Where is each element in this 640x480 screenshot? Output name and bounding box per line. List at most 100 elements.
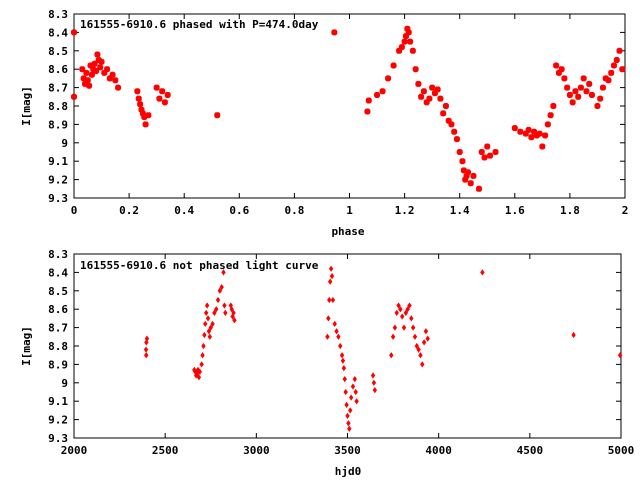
phased-data-point	[331, 29, 338, 36]
raw-data-point	[371, 379, 377, 386]
raw-data-point	[201, 342, 206, 350]
raw-x-axis-label: hjd0	[335, 465, 362, 478]
phased-data-point	[137, 101, 144, 108]
raw-data-point	[345, 412, 350, 420]
phased-data-point	[597, 95, 604, 102]
phased-y-tick-label: 8.5	[48, 45, 68, 58]
raw-x-tick-label: 4500	[517, 444, 544, 457]
raw-data-point	[341, 364, 347, 372]
phased-chart-title: 161555-6910.6 phased with P=474.0day	[80, 18, 319, 31]
phased-data-point	[396, 47, 403, 54]
phased-data-point	[134, 88, 141, 95]
raw-data-point	[407, 302, 412, 309]
phased-data-point	[374, 91, 381, 98]
raw-data-point	[229, 306, 234, 313]
phased-data-point	[481, 154, 488, 161]
phased-data-point	[544, 121, 551, 128]
raw-data-point	[370, 372, 376, 379]
raw-data-point	[330, 296, 336, 304]
phased-data-point	[115, 84, 122, 91]
raw-data-point	[329, 272, 335, 280]
phased-y-tick-label: 8.9	[48, 118, 68, 131]
raw-data-point	[217, 287, 223, 294]
phased-data-point	[385, 75, 392, 82]
phased-data-point	[616, 47, 623, 54]
phased-data-point	[448, 121, 455, 128]
phased-data-point	[533, 132, 540, 139]
raw-ticks: 2000 2500 3000 3500 4000 4500 5000 8.3 8.4 8.5 8.6…	[48, 248, 634, 457]
phased-ticks: 0 0.2 0.4 0.6 0.8 1 1.2 1.4 1.6 1.8 2 8.3 8.4 8.5 8.6 8…	[48, 8, 628, 217]
phased-data-point	[70, 29, 78, 36]
raw-data-point	[202, 331, 207, 339]
raw-data-point	[405, 306, 410, 313]
phased-data-point	[525, 126, 532, 133]
phased-x-tick-label: 0	[71, 204, 78, 217]
raw-x-tick-label: 2000	[61, 444, 88, 457]
phased-data-point	[431, 90, 438, 97]
raw-data-point	[342, 375, 347, 383]
phased-data-point	[588, 91, 595, 98]
raw-data-point	[325, 333, 330, 340]
raw-data-point	[336, 333, 341, 340]
phased-data-point	[451, 128, 458, 135]
phased-data-point	[161, 99, 168, 106]
raw-y-tick-label: 8.9	[48, 358, 68, 371]
raw-data-point	[222, 302, 227, 309]
phased-y-axis-label: I[mag]	[20, 86, 33, 126]
phased-data-point	[599, 84, 606, 91]
phased-data-point	[440, 110, 447, 117]
raw-data-point	[221, 269, 226, 276]
raw-data-point	[205, 315, 211, 322]
phased-data-point	[142, 121, 149, 128]
phased-data-point	[159, 88, 166, 95]
phased-data-point	[463, 172, 470, 179]
phased-y-tick-label: 9.3	[48, 192, 68, 205]
raw-y-tick-label: 8.5	[48, 285, 68, 298]
phased-x-tick-label: 0.8	[284, 204, 304, 217]
phased-data-point	[572, 88, 579, 95]
phased-y-tick-label: 8.3	[48, 8, 68, 21]
phased-data-point	[553, 62, 560, 69]
phased-y-tick-label: 8.8	[48, 100, 68, 113]
phased-data-point	[555, 69, 562, 76]
phased-data-point	[404, 25, 411, 32]
phased-data-point	[401, 38, 408, 45]
raw-data-point	[340, 357, 346, 364]
raw-data-point	[403, 309, 409, 317]
phased-y-tick-label: 8.4	[48, 26, 68, 39]
phased-data-point	[94, 51, 101, 58]
phased-x-tick-label: 1.8	[560, 204, 580, 217]
phased-data-point	[87, 62, 94, 69]
phased-data-point	[420, 88, 427, 95]
phased-data-point	[511, 125, 518, 132]
raw-data-point	[334, 328, 339, 335]
raw-data-point	[372, 387, 378, 394]
phased-data-point	[517, 128, 524, 135]
phased-data-point	[492, 148, 499, 156]
phased-data-point	[445, 117, 452, 124]
raw-data-point	[231, 309, 236, 317]
raw-data-point	[353, 388, 358, 396]
phased-x-tick-label: 1.2	[395, 204, 415, 217]
phased-data-point	[91, 60, 98, 67]
phased-data-point	[214, 112, 221, 119]
phased-data-point	[484, 143, 491, 150]
raw-y-tick-label: 9	[61, 377, 68, 390]
phased-y-tick-label: 8.6	[48, 63, 68, 76]
phased-data-point	[536, 130, 543, 137]
raw-data-point	[571, 331, 576, 339]
phased-data-point	[569, 99, 576, 106]
raw-data-point	[195, 366, 201, 374]
phased-data-point	[610, 62, 618, 69]
phased-data-point	[522, 130, 529, 137]
raw-data-point	[327, 278, 333, 285]
phased-data-point	[426, 95, 433, 102]
raw-data-point	[401, 324, 407, 331]
phased-data-point	[415, 80, 422, 87]
phased-data-point	[613, 56, 620, 64]
raw-data-point	[350, 383, 356, 390]
phased-data-point	[575, 93, 582, 100]
raw-data-point	[197, 368, 202, 375]
phased-data-point	[138, 106, 145, 113]
raw-data-point	[400, 313, 405, 320]
